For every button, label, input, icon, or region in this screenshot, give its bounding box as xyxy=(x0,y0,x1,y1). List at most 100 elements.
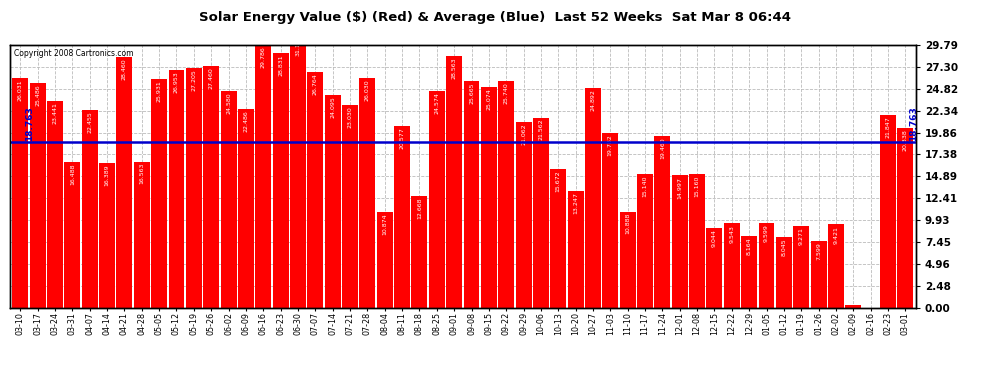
Text: 24.580: 24.580 xyxy=(226,92,231,114)
Text: 9.421: 9.421 xyxy=(834,226,839,244)
Bar xyxy=(793,226,809,308)
Text: 9.543: 9.543 xyxy=(730,225,735,243)
Text: 18.763: 18.763 xyxy=(26,106,35,141)
Text: 9.599: 9.599 xyxy=(764,224,769,242)
Bar xyxy=(30,83,46,308)
Text: 23.441: 23.441 xyxy=(52,102,57,124)
Bar xyxy=(585,88,601,308)
Text: 27.205: 27.205 xyxy=(191,69,196,91)
Bar xyxy=(221,91,237,308)
Bar xyxy=(481,87,497,308)
Text: 15.160: 15.160 xyxy=(695,175,700,196)
Text: 23.030: 23.030 xyxy=(347,106,352,128)
Bar xyxy=(186,68,202,308)
Bar xyxy=(82,110,98,308)
Text: 26.031: 26.031 xyxy=(18,80,23,101)
Text: 25.740: 25.740 xyxy=(504,82,509,104)
Bar xyxy=(550,170,566,308)
Text: 28.831: 28.831 xyxy=(278,55,283,76)
Bar xyxy=(637,174,653,308)
Bar xyxy=(359,78,375,308)
Bar xyxy=(64,162,80,308)
Text: 10.888: 10.888 xyxy=(625,213,631,234)
Bar xyxy=(238,110,253,308)
Bar xyxy=(689,174,705,308)
Text: 28.460: 28.460 xyxy=(122,58,127,80)
Text: 16.488: 16.488 xyxy=(70,164,75,185)
Text: 27.460: 27.460 xyxy=(209,67,214,88)
Bar xyxy=(48,101,63,308)
Text: 19.782: 19.782 xyxy=(608,135,613,156)
Bar xyxy=(377,211,393,308)
Bar xyxy=(742,236,757,308)
Bar xyxy=(897,128,914,308)
Bar xyxy=(811,240,827,308)
Bar xyxy=(99,163,115,308)
Text: 10.874: 10.874 xyxy=(382,213,387,235)
Text: 25.486: 25.486 xyxy=(36,84,41,106)
Bar xyxy=(828,225,843,308)
Text: 22.486: 22.486 xyxy=(244,111,248,132)
Bar xyxy=(151,79,167,308)
Text: 28.563: 28.563 xyxy=(451,57,456,79)
Bar xyxy=(707,228,723,308)
Bar xyxy=(272,54,289,307)
Text: 21.847: 21.847 xyxy=(885,116,890,138)
Text: 24.095: 24.095 xyxy=(331,96,336,118)
Text: 9.271: 9.271 xyxy=(799,227,804,245)
Text: 13.247: 13.247 xyxy=(573,192,578,214)
Bar xyxy=(203,66,219,308)
Text: 16.563: 16.563 xyxy=(140,163,145,184)
Text: 26.764: 26.764 xyxy=(313,73,318,95)
Text: 22.455: 22.455 xyxy=(87,111,92,133)
Bar xyxy=(567,191,583,308)
Bar xyxy=(533,117,548,308)
Bar xyxy=(394,126,410,308)
Bar xyxy=(463,81,479,308)
Bar xyxy=(880,115,896,308)
Text: 18.763: 18.763 xyxy=(909,106,918,141)
Bar xyxy=(117,57,133,308)
Text: 25.074: 25.074 xyxy=(486,88,491,109)
Bar xyxy=(290,33,306,308)
Text: 21.562: 21.562 xyxy=(539,119,544,141)
Text: 20.338: 20.338 xyxy=(903,130,908,152)
Bar xyxy=(724,224,740,308)
Text: 25.665: 25.665 xyxy=(469,82,474,104)
Bar xyxy=(654,136,670,308)
Text: 19.460: 19.460 xyxy=(660,137,665,159)
Bar xyxy=(412,196,428,308)
Bar xyxy=(307,72,324,308)
Text: 15.140: 15.140 xyxy=(643,176,647,197)
Text: 7.599: 7.599 xyxy=(816,242,821,260)
Bar xyxy=(602,133,619,308)
Text: 14.997: 14.997 xyxy=(677,177,682,198)
Bar xyxy=(776,237,792,308)
Bar xyxy=(168,70,184,308)
Text: 24.574: 24.574 xyxy=(435,92,440,114)
Text: 9.044: 9.044 xyxy=(712,229,717,247)
Bar xyxy=(845,305,861,308)
Bar xyxy=(446,56,462,308)
Text: 29.786: 29.786 xyxy=(260,46,265,68)
Text: 20.577: 20.577 xyxy=(400,128,405,149)
Text: Copyright 2008 Cartronics.com: Copyright 2008 Cartronics.com xyxy=(15,49,134,58)
Bar xyxy=(325,95,341,308)
Bar xyxy=(758,223,774,308)
Text: 16.389: 16.389 xyxy=(105,164,110,186)
Text: 26.030: 26.030 xyxy=(365,80,370,101)
Text: Solar Energy Value ($) (Red) & Average (Blue)  Last 52 Weeks  Sat Mar 8 06:44: Solar Energy Value ($) (Red) & Average (… xyxy=(199,11,791,24)
Bar xyxy=(516,122,532,308)
Bar xyxy=(672,176,688,308)
Bar xyxy=(429,91,445,308)
Bar xyxy=(498,81,514,308)
Text: 31.135: 31.135 xyxy=(295,34,301,56)
Text: 15.672: 15.672 xyxy=(555,171,560,192)
Text: 24.892: 24.892 xyxy=(590,90,595,111)
Text: 8.045: 8.045 xyxy=(781,238,786,255)
Bar xyxy=(12,78,29,308)
Bar xyxy=(255,45,271,308)
Bar xyxy=(620,211,636,308)
Text: 25.931: 25.931 xyxy=(156,80,161,102)
Bar xyxy=(134,162,149,308)
